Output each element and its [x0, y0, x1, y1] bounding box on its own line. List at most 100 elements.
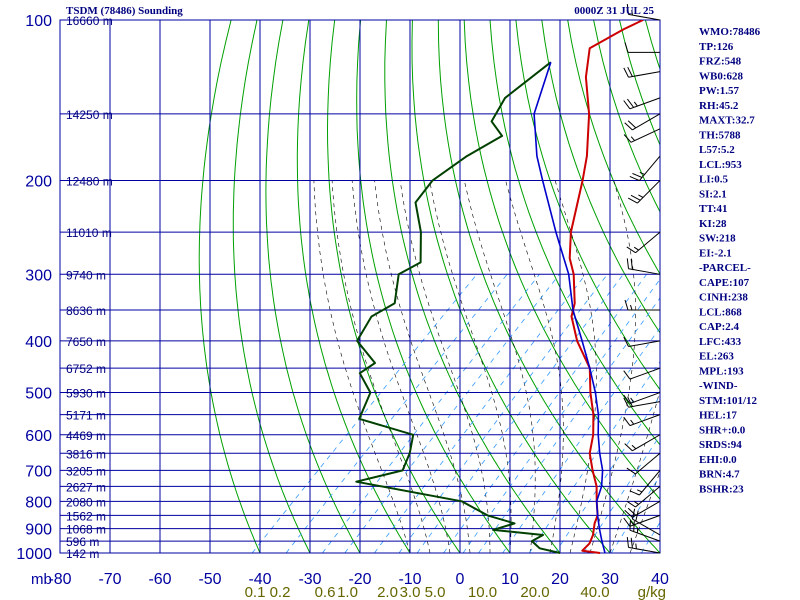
- index-text: WMO:78486: [699, 26, 761, 38]
- moist-adiabat-line: [313, 180, 411, 554]
- pressure-tick-label: 800: [25, 494, 52, 511]
- wind-barb: [624, 42, 661, 53]
- index-text: CAPE:107: [699, 277, 750, 289]
- wind-barb-shaft: [632, 113, 661, 131]
- wind-barb: [623, 97, 661, 110]
- height-label: 12480 m: [66, 174, 113, 188]
- mixing-ratio-tick-label: 3.0: [400, 584, 421, 600]
- height-label: 4469 m: [66, 429, 106, 443]
- wind-barb-flag: [632, 172, 643, 178]
- wind-barb-shaft: [629, 414, 661, 427]
- mixing-ratio-tick-label: 5.0: [425, 584, 446, 600]
- index-text: MPL:193: [699, 365, 744, 377]
- index-text: -PARCEL-: [699, 262, 751, 274]
- wind-barb-flag: [623, 67, 629, 78]
- wind-barb: [627, 180, 661, 204]
- temperature-tick-label: -80: [48, 571, 71, 588]
- height-label: 2080 m: [66, 495, 106, 509]
- index-text: SHR+:0.0: [699, 424, 746, 436]
- wind-barb-flag: [626, 467, 636, 475]
- wind-barb-flag: [626, 246, 636, 254]
- wind-barb: [624, 299, 661, 311]
- height-label: 9740 m: [66, 268, 106, 282]
- wind-barb-flag: [629, 490, 640, 496]
- wind-barb-flag: [623, 397, 629, 408]
- wind-barb-flag: [627, 98, 635, 108]
- wind-barbs: [623, 4, 661, 554]
- chart-time: 0000Z 31 JUL 25: [574, 5, 654, 17]
- wind-barb-flag: [623, 416, 631, 426]
- height-label: 14250 m: [66, 108, 113, 122]
- wind-barb-flag: [626, 537, 629, 548]
- wind-barb-shaft: [635, 231, 661, 254]
- wind-barb-half-flag: [630, 136, 635, 141]
- pressure-tick-label: 1000: [16, 546, 52, 563]
- wind-barb-shaft: [628, 71, 661, 78]
- wind-barb: [623, 128, 661, 143]
- height-label: 6752 m: [66, 362, 106, 376]
- wind-barb: [623, 66, 661, 78]
- index-text: CAP:2.4: [699, 321, 740, 333]
- mixing-ratio-line: [610, 475, 660, 554]
- index-text: STM:101/12: [699, 395, 758, 407]
- index-text: SW:218: [699, 233, 736, 245]
- index-text: FRZ:548: [699, 56, 742, 68]
- wind-barb: [623, 336, 661, 347]
- wind-barb-half-flag: [638, 194, 644, 198]
- index-text: TP:126: [699, 41, 734, 53]
- mixing-ratio-line: [641, 521, 660, 554]
- mixing-ratio-tick-label: 0.1: [245, 584, 266, 600]
- wind-barb: [626, 258, 661, 275]
- height-label: 16660 m: [66, 14, 113, 28]
- temperature-tick-label: -50: [198, 571, 221, 588]
- pressure-tick-label: 900: [25, 522, 52, 539]
- wind-barb-shaft: [637, 180, 661, 204]
- wind-barb-shaft: [628, 401, 661, 408]
- wind-barb-flag: [627, 396, 633, 407]
- wind-barb-flag: [626, 4, 629, 15]
- index-text: SI:2.1: [699, 188, 727, 200]
- mixing-ratio-tick-label: 2.0: [377, 584, 398, 600]
- index-text: LI:0.5: [699, 174, 729, 186]
- wind-barb-flag: [624, 509, 633, 518]
- wind-barb-flag: [624, 122, 633, 131]
- index-text: MAXT:32.7: [699, 115, 755, 127]
- wind-barb-shaft: [628, 340, 661, 347]
- moist-adiabat-line: [331, 180, 431, 554]
- wind-barb-flag: [627, 507, 637, 516]
- wind-barb: [626, 4, 661, 21]
- wind-barb: [623, 367, 661, 380]
- pressure-tick-label: 200: [25, 173, 52, 190]
- sounding-profiles: [355, 20, 644, 554]
- temperature-tick-label: -40: [248, 571, 271, 588]
- wind-barb: [631, 508, 661, 536]
- index-text: TH:5788: [699, 129, 741, 141]
- wind-barb-shaft: [635, 452, 661, 475]
- height-label: 11010 m: [66, 226, 112, 240]
- wind-barb-flag: [633, 521, 635, 532]
- wind-barb-half-flag: [633, 501, 639, 505]
- wind-barb-shaft: [628, 13, 661, 21]
- wind-barb-half-flag: [630, 419, 635, 425]
- wind-barb: [626, 537, 661, 554]
- index-text: KI:28: [699, 218, 727, 230]
- wind-barb-half-flag: [639, 171, 645, 175]
- mixing-ratio-unit-label: g/kg: [638, 584, 666, 600]
- wind-barb-shaft: [635, 486, 661, 508]
- wind-barb-shaft: [632, 518, 661, 536]
- moist-adiabat-line: [609, 389, 660, 554]
- wind-barb-flag: [624, 299, 629, 311]
- wind-barb-flag: [623, 517, 631, 527]
- wind-barb-half-flag: [636, 489, 643, 493]
- index-text: PW:1.57: [699, 85, 740, 97]
- wind-barb-flag: [626, 500, 636, 508]
- temperature-tick-label: 30: [601, 571, 619, 588]
- index-text: L57:5.2: [699, 144, 735, 156]
- wind-barb-shaft: [629, 367, 661, 380]
- wind-barb-half-flag: [630, 397, 635, 403]
- mixing-ratio-line: [583, 434, 660, 554]
- wind-barb-flag: [629, 519, 631, 531]
- height-label: 1068 m: [66, 523, 106, 537]
